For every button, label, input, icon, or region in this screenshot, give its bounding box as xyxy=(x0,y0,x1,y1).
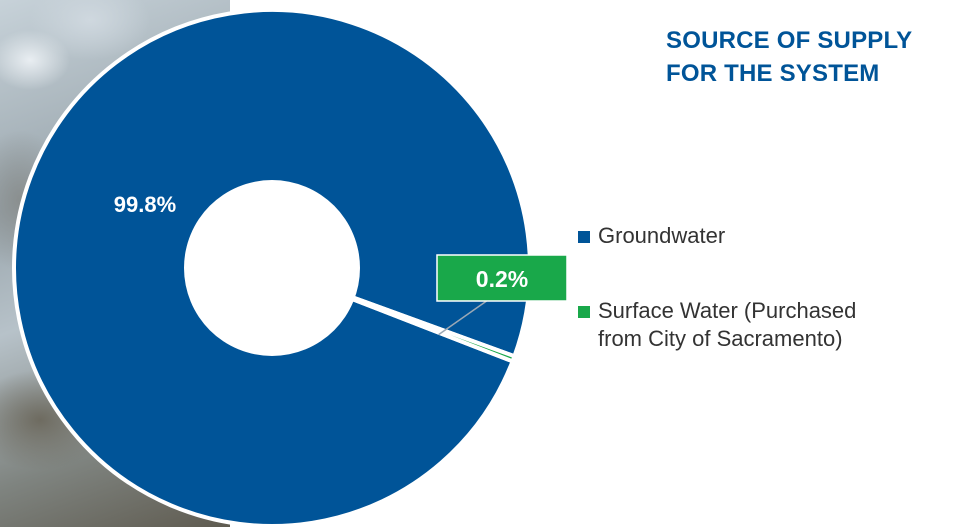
data-label-groundwater: 99.8% xyxy=(114,192,176,217)
leader-line-surface-water xyxy=(438,299,489,336)
legend-swatch-groundwater xyxy=(578,231,590,243)
data-labels-group: 99.8% 0.2% xyxy=(114,192,568,336)
legend: Groundwater Surface Water (Purchased fro… xyxy=(578,222,950,400)
data-label-surface-water: 0.2% xyxy=(476,266,528,292)
data-label-box-surface-water xyxy=(436,254,568,302)
chart-title-line2: FOR THE SYSTEM xyxy=(666,60,880,87)
legend-label-surface-water-line2: from City of Sacramento) xyxy=(598,326,843,351)
legend-label-surface-water-line1: Surface Water (Purchased xyxy=(598,298,857,323)
chart-title: SOURCE OF SUPPLY FOR THE SYSTEM xyxy=(666,24,951,90)
legend-item-groundwater: Groundwater xyxy=(578,222,950,250)
chart-title-line1: SOURCE OF SUPPLY xyxy=(666,27,913,54)
legend-label-groundwater: Groundwater xyxy=(598,223,726,248)
legend-item-surface-water: Surface Water (Purchased from City of Sa… xyxy=(578,297,950,353)
donut-hole xyxy=(184,180,360,356)
legend-swatch-surface-water xyxy=(578,306,590,318)
